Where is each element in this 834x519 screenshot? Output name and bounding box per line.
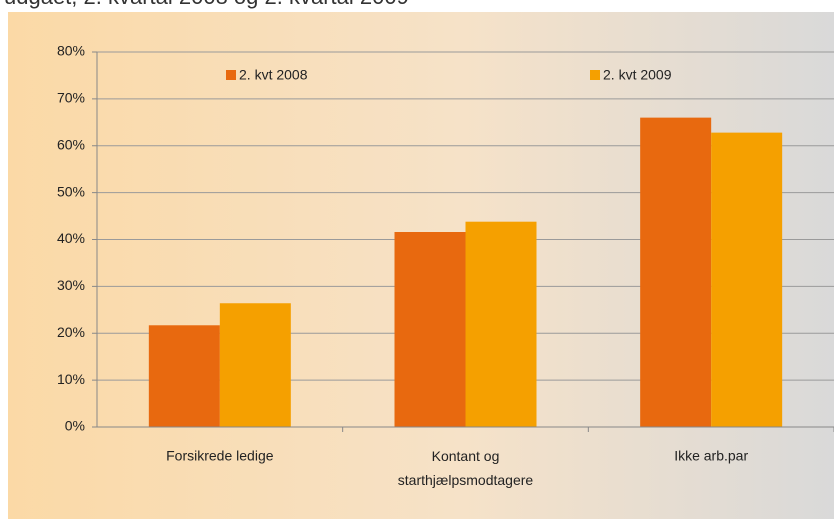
legend-swatch — [226, 70, 236, 80]
y-tick-label: 30% — [57, 277, 85, 293]
bar — [465, 221, 537, 427]
legend-label: 2. kvt 2008 — [239, 67, 308, 83]
x-tick-label: Forsikrede ledige — [166, 448, 274, 464]
bar — [394, 232, 466, 427]
y-tick-label: 50% — [57, 183, 85, 199]
bar — [640, 117, 712, 427]
bar — [148, 325, 220, 427]
y-tick-label: 20% — [57, 324, 85, 340]
x-tick-label: Ikke arb.par — [674, 448, 748, 464]
y-tick-label: 0% — [65, 418, 85, 434]
x-tick-label: Kontant og starthjælpsmodtagere — [398, 448, 534, 488]
y-tick-label: 70% — [57, 90, 85, 106]
y-tick-label: 40% — [57, 230, 85, 246]
legend-swatch — [590, 70, 600, 80]
y-tick-label: 80% — [57, 43, 85, 59]
legend-label: 2. kvt 2009 — [603, 67, 672, 83]
y-tick-label: 10% — [57, 371, 85, 387]
chart-title: udgået, 2. kvartal 2008 og 2. kvartal 20… — [4, 0, 409, 9]
bar — [219, 303, 291, 427]
bar — [711, 132, 783, 427]
y-tick-label: 60% — [57, 136, 85, 152]
